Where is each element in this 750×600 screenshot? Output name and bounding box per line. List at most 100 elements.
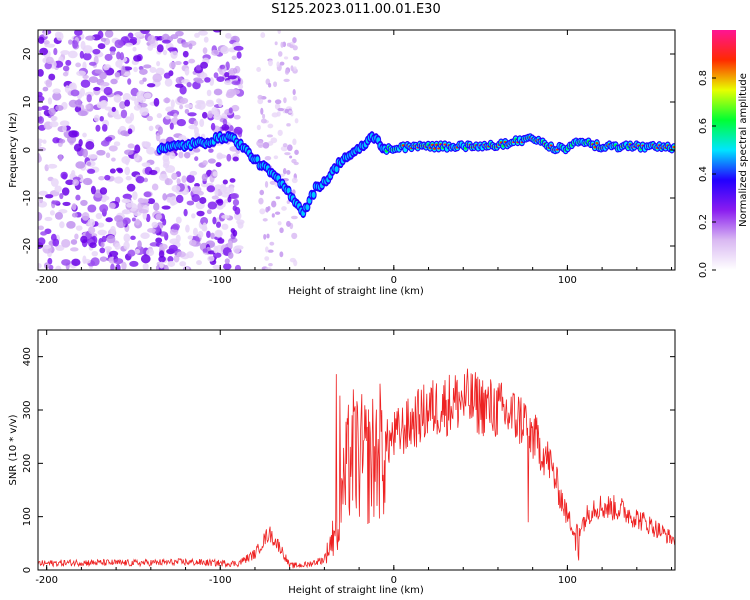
noise-blob — [211, 49, 220, 56]
noise-blob — [212, 30, 222, 33]
noise-blob — [179, 104, 184, 110]
noise-blob — [97, 30, 104, 39]
noise-blob — [142, 77, 147, 82]
noise-blob — [210, 122, 216, 131]
noise-blob — [82, 148, 88, 158]
noise-blob — [174, 61, 182, 66]
noise-blob — [127, 128, 133, 135]
noise-blob — [294, 149, 299, 155]
noise-blob — [85, 104, 91, 110]
noise-blob — [38, 237, 46, 246]
noise-blob — [183, 208, 188, 217]
noise-blob — [215, 162, 222, 168]
noise-blob — [193, 120, 199, 127]
noise-blob — [292, 138, 297, 146]
noise-blob — [191, 213, 196, 219]
noise-blob — [98, 176, 105, 181]
x-tick-label: 0 — [391, 275, 397, 286]
noise-blob — [175, 194, 184, 204]
noise-blob — [196, 260, 202, 266]
noise-blob — [208, 148, 214, 153]
noise-blob — [134, 144, 141, 154]
noise-blob — [189, 170, 198, 176]
noise-blob — [149, 66, 157, 73]
noise-blob — [42, 244, 52, 249]
noise-blob — [50, 178, 59, 187]
noise-blob — [226, 153, 232, 162]
noise-blob — [188, 58, 196, 64]
noise-blob — [109, 168, 116, 174]
noise-blob — [121, 156, 131, 164]
noise-blob — [124, 149, 134, 156]
noise-blob — [273, 155, 279, 160]
noise-blob — [202, 222, 207, 231]
noise-blob — [38, 142, 42, 148]
noise-blob — [169, 61, 176, 69]
noise-blob — [48, 264, 54, 270]
noise-blob — [162, 193, 167, 201]
noise-blob — [62, 65, 70, 72]
noise-blob — [50, 115, 58, 122]
noise-blob — [263, 233, 267, 240]
noise-blob — [80, 40, 86, 50]
noise-blob — [230, 89, 241, 95]
noise-blob — [156, 60, 161, 67]
noise-blob — [152, 73, 163, 83]
noise-blob — [140, 30, 150, 35]
noise-blob — [48, 107, 56, 116]
noise-blob — [233, 114, 241, 120]
noise-blob — [184, 67, 190, 76]
noise-blob — [195, 100, 205, 105]
noise-blob — [38, 225, 45, 231]
noise-blob — [232, 199, 240, 206]
noise-blob — [144, 141, 152, 148]
noise-blob — [58, 154, 63, 162]
noise-blob — [38, 95, 45, 103]
noise-blob — [74, 233, 79, 240]
noise-blob — [175, 216, 182, 224]
noise-blob — [111, 157, 116, 162]
noise-blob — [231, 104, 240, 112]
noise-blob — [110, 225, 116, 235]
noise-blob — [59, 221, 65, 229]
noise-blob — [45, 194, 54, 199]
noise-blob — [169, 228, 179, 236]
noise-blob — [104, 30, 114, 38]
noise-blob — [213, 72, 219, 79]
noise-blob — [54, 211, 64, 220]
noise-blob — [111, 106, 117, 112]
noise-blob — [267, 206, 271, 211]
noise-blob — [86, 94, 92, 103]
noise-blob — [60, 171, 68, 180]
noise-blob — [262, 141, 270, 149]
noise-blob — [196, 210, 205, 217]
noise-blob — [75, 62, 81, 68]
noise-blob — [173, 113, 178, 119]
noise-blob — [184, 108, 190, 114]
noise-blob — [181, 175, 187, 183]
noise-blob — [199, 197, 207, 204]
noise-blob — [176, 118, 187, 127]
noise-blob — [216, 76, 225, 83]
noise-blob — [75, 194, 81, 201]
noise-blob — [283, 97, 287, 104]
noise-blob — [116, 51, 121, 60]
noise-blob — [81, 212, 90, 221]
noise-blob — [186, 81, 192, 88]
noise-blob — [55, 265, 62, 270]
noise-blob — [233, 126, 243, 135]
noise-blob — [99, 247, 106, 254]
noise-blob — [122, 93, 132, 102]
noise-blob — [155, 213, 163, 220]
noise-blob — [280, 146, 288, 152]
noise-blob — [291, 158, 297, 164]
noise-blob — [145, 213, 151, 223]
noise-blob — [147, 45, 154, 51]
noise-blob — [68, 83, 76, 90]
noise-blob — [124, 42, 133, 47]
noise-blob — [286, 42, 292, 47]
noise-blob — [202, 47, 208, 55]
noise-blob — [148, 169, 158, 176]
snr-series-line — [38, 368, 675, 569]
